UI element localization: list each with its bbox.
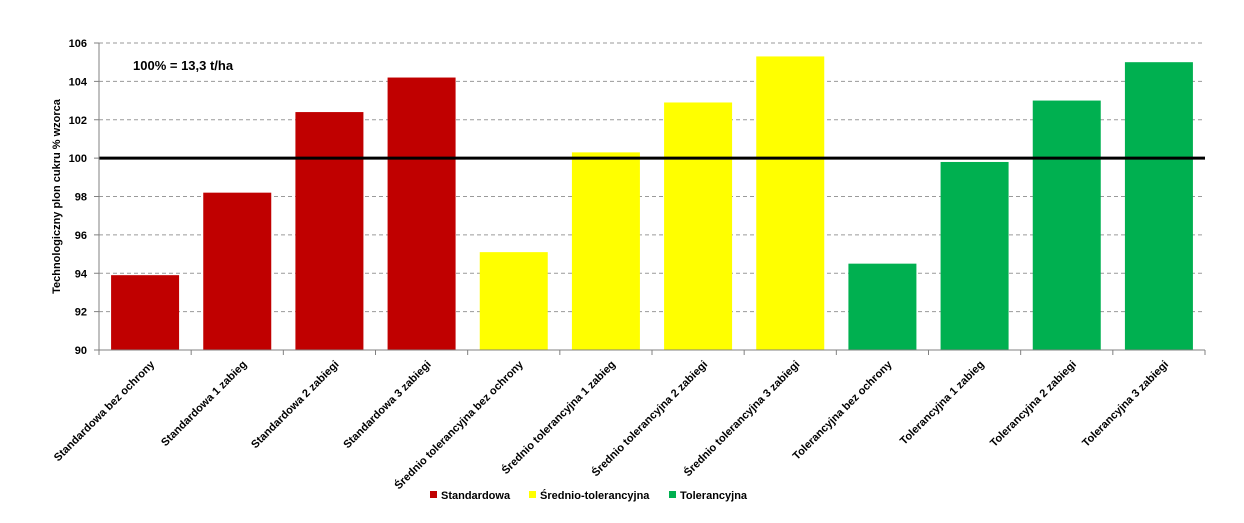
x-category-label: Tolerancyjna 2 zabiegi bbox=[988, 359, 1079, 450]
x-category-label: Tolerancyjna 3 zabiegi bbox=[1080, 359, 1171, 450]
y-tick-label: 96 bbox=[75, 230, 87, 242]
bar bbox=[571, 152, 640, 350]
bar bbox=[664, 102, 733, 350]
y-tick-label: 98 bbox=[75, 192, 87, 204]
bar bbox=[848, 263, 917, 350]
legend-swatch bbox=[529, 491, 536, 498]
y-tick-label: 104 bbox=[69, 76, 88, 88]
y-tick-label: 102 bbox=[69, 115, 87, 127]
bar bbox=[295, 112, 364, 350]
x-category-labels: Standardowa bez ochrony Standardowa 1 zab… bbox=[52, 357, 1171, 492]
x-category-label: Standardowa 3 zabiegi bbox=[341, 359, 433, 451]
y-tick-label: 90 bbox=[75, 345, 87, 357]
legend-swatch bbox=[430, 491, 437, 498]
x-category-label: Tolerancyjna 1 zabieg bbox=[898, 359, 987, 448]
x-category-label: Standardowa 1 zabieg bbox=[159, 359, 249, 449]
y-axis-label: Technologiczny plon cukru % wzorca bbox=[51, 98, 63, 294]
bar bbox=[756, 56, 825, 351]
bar bbox=[111, 275, 180, 350]
bar bbox=[1032, 100, 1101, 350]
y-tick-label: 100 bbox=[69, 153, 87, 165]
bar bbox=[1124, 62, 1193, 350]
legend-label: Tolerancyjna bbox=[680, 490, 748, 502]
y-tick-label: 106 bbox=[69, 38, 87, 50]
x-category-label: Tolerancyjna bez ochrony bbox=[791, 358, 895, 462]
bar bbox=[387, 77, 456, 350]
bar bbox=[479, 252, 548, 350]
bar bbox=[940, 161, 1009, 350]
y-tick-label: 94 bbox=[75, 268, 88, 280]
y-tick-labels: 90 92 94 96 98 100 102 104 106 bbox=[69, 38, 99, 357]
legend-swatch bbox=[669, 491, 676, 498]
x-category-label: Standardowa bez ochrony bbox=[52, 358, 158, 464]
y-tick-label: 92 bbox=[75, 307, 87, 319]
legend: Standardowa Średnio-tolerancyjna Tolerancy… bbox=[430, 489, 748, 502]
x-category-label: Standardowa 2 zabiegi bbox=[249, 359, 341, 451]
legend-label: Standardowa bbox=[441, 490, 511, 502]
annotation: 100% = 13,3 t/ha bbox=[133, 58, 234, 73]
bar bbox=[203, 192, 272, 350]
legend-label: Średnio-tolerancyjna bbox=[540, 489, 650, 502]
bars bbox=[111, 56, 1193, 351]
